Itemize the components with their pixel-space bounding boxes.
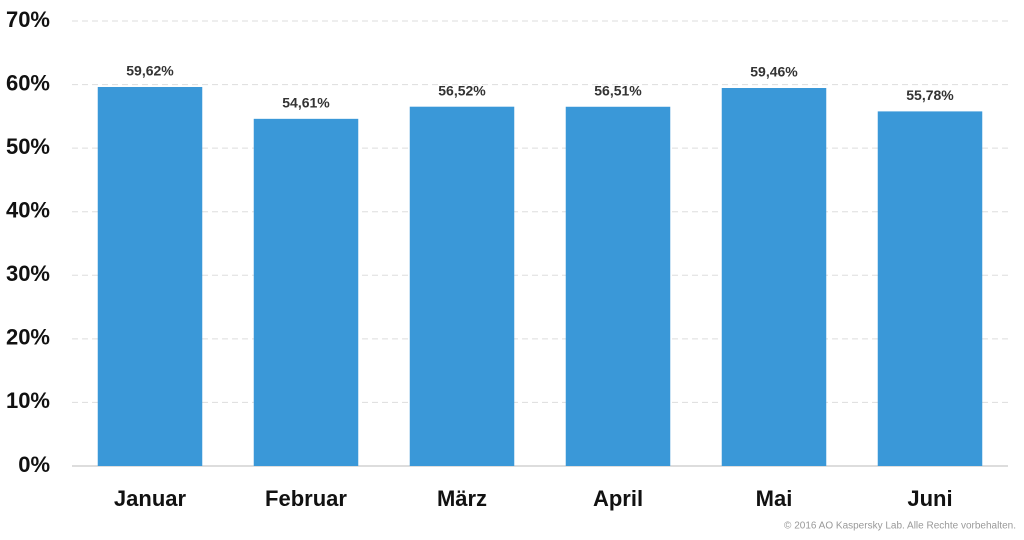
y-tick-label: 10%: [6, 388, 50, 413]
x-tick-label: Mai: [756, 486, 793, 511]
y-tick-label: 40%: [6, 198, 50, 223]
bar: [253, 118, 359, 466]
x-tick-label: Februar: [265, 486, 347, 511]
x-tick-label: April: [593, 486, 643, 511]
value-label: 55,78%: [906, 87, 954, 103]
bar: [565, 106, 671, 466]
footnote: © 2016 AO Kaspersky Lab. Alle Rechte vor…: [784, 521, 1016, 532]
y-tick-label: 70%: [6, 7, 50, 32]
value-label: 56,52%: [438, 82, 486, 98]
value-label: 59,62%: [126, 63, 174, 79]
x-tick-label: Januar: [114, 486, 187, 511]
y-tick-label: 20%: [6, 325, 50, 350]
value-label: 56,51%: [594, 82, 642, 98]
bar: [97, 86, 203, 466]
value-label: 59,46%: [750, 64, 798, 80]
bar: [721, 88, 827, 467]
x-tick-label: Juni: [907, 486, 952, 511]
value-label: 54,61%: [282, 95, 330, 111]
y-tick-label: 50%: [6, 134, 50, 159]
y-tick-label: 60%: [6, 70, 50, 95]
y-tick-label: 0%: [18, 452, 50, 477]
x-tick-label: März: [437, 486, 487, 511]
bar: [409, 106, 515, 467]
bar: [877, 111, 983, 467]
y-tick-label: 30%: [6, 261, 50, 286]
